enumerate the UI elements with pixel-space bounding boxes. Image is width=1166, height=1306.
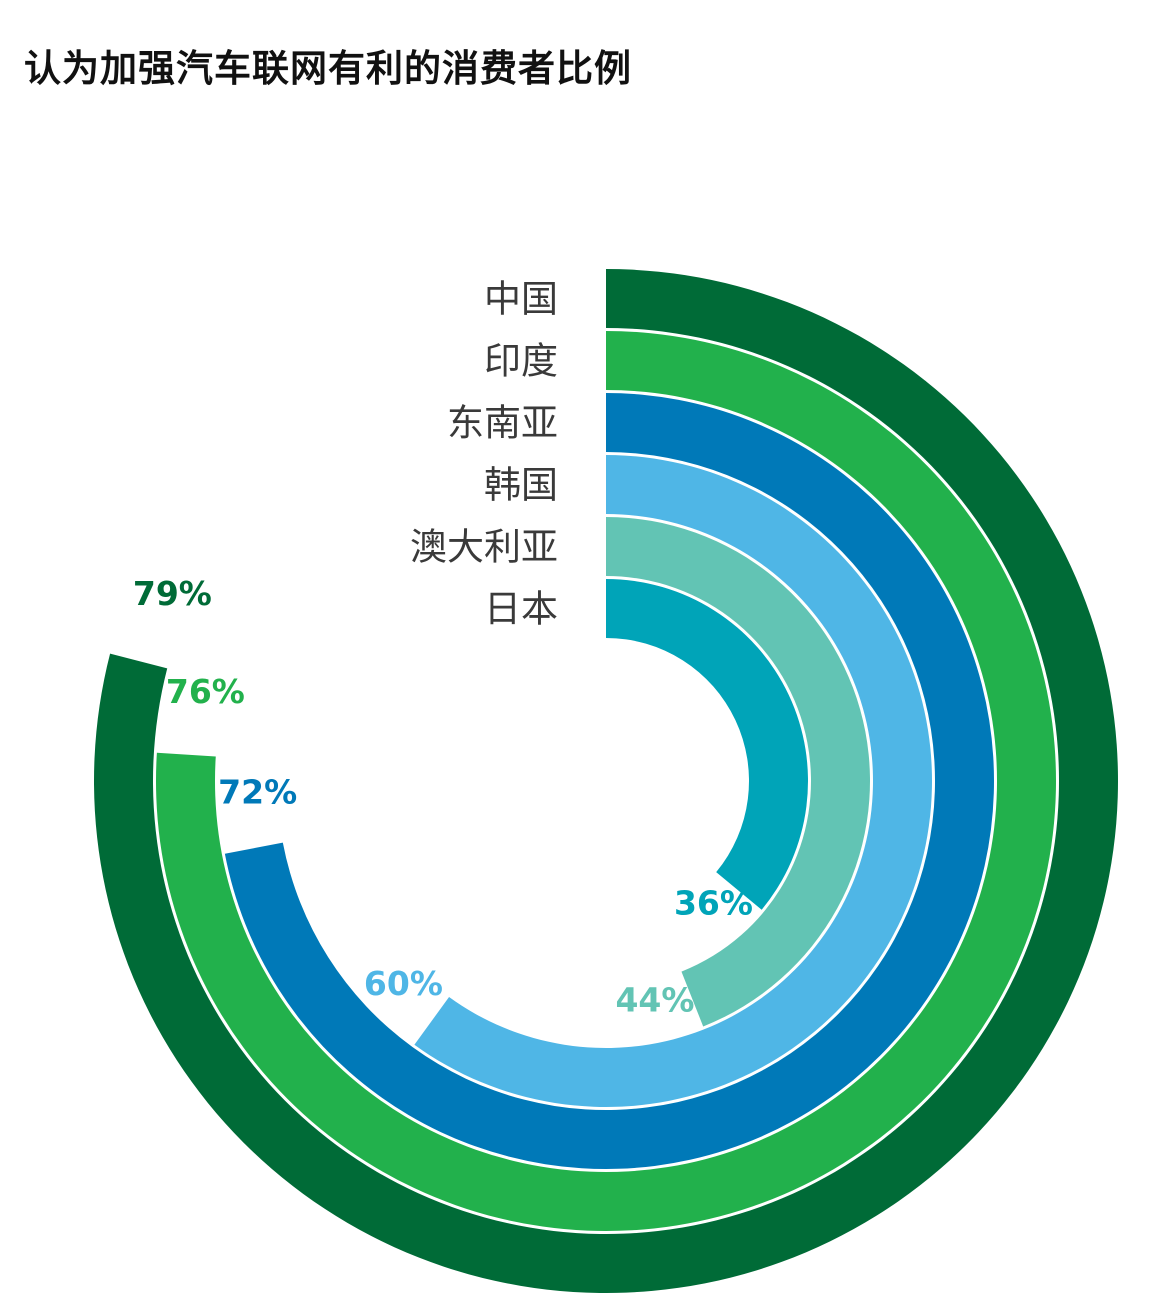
category-label-4: 韩国 <box>484 464 558 507</box>
bar-6 <box>606 579 808 910</box>
value-label-3: 72% <box>218 772 297 811</box>
bar-4 <box>414 455 932 1107</box>
value-label-5: 44% <box>615 981 694 1020</box>
category-label-5: 澳大利亚 <box>410 526 558 569</box>
category-label-2: 印度 <box>484 340 558 383</box>
chart-title: 认为加强汽车联网有利的消费者比例 <box>24 47 632 90</box>
value-label-4: 60% <box>364 964 443 1003</box>
value-label-2: 76% <box>166 672 245 711</box>
value-label-6: 36% <box>674 883 753 922</box>
category-label-3: 东南亚 <box>447 402 558 445</box>
category-label-6: 日本 <box>484 588 558 631</box>
value-label-1: 79% <box>133 574 212 613</box>
category-label-1: 中国 <box>484 278 558 321</box>
bar-5 <box>606 517 870 1027</box>
